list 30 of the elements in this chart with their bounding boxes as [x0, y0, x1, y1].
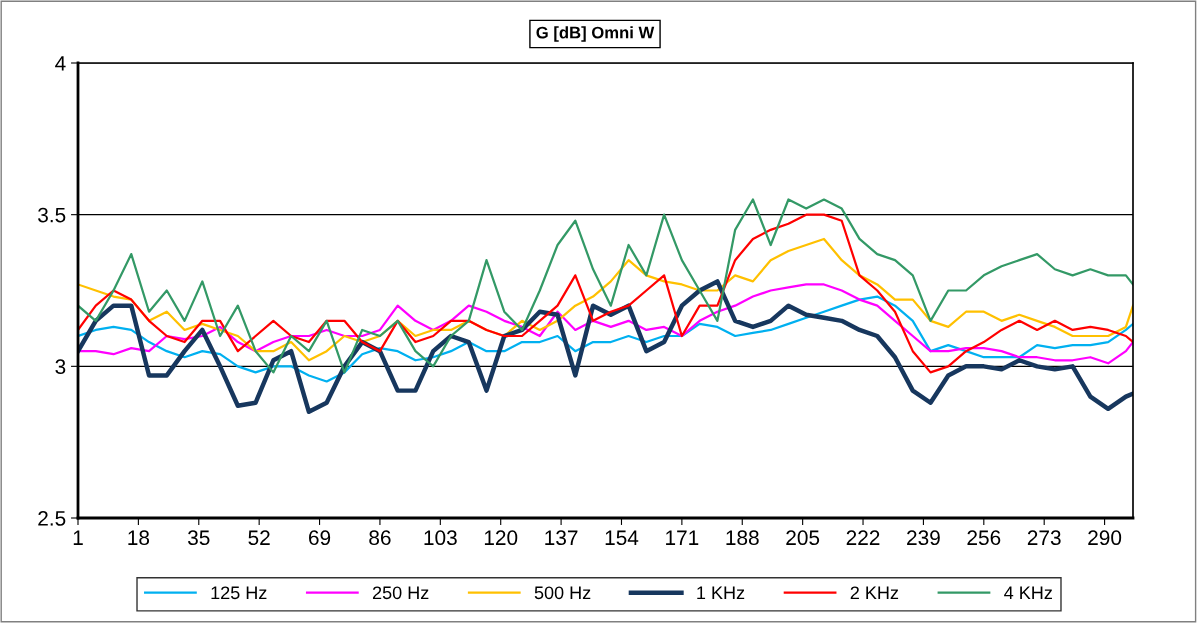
x-tick-label: 205 — [786, 530, 820, 546]
legend-label: 2 KHz — [850, 586, 899, 599]
x-tick-label: 222 — [846, 530, 880, 545]
x-tick-label: 18 — [128, 530, 150, 546]
legend-label: 125 Hz — [211, 586, 267, 600]
y-tick-label: 4 — [55, 56, 66, 71]
legend-label: 500 Hz — [534, 586, 591, 600]
x-tick-label: 273 — [1027, 530, 1061, 546]
chart-title: G [dB] Omni W — [536, 26, 655, 42]
x-tick-label: 69 — [309, 530, 331, 546]
x-tick-label: 290 — [1088, 530, 1122, 546]
y-tick-label: 3.5 — [38, 207, 66, 223]
x-tick-label: 1 — [73, 530, 83, 545]
x-tick-label: 86 — [369, 530, 391, 546]
x-tick-label: 154 — [605, 530, 639, 546]
x-tick-label: 52 — [248, 530, 270, 546]
x-tick-label: 188 — [726, 530, 759, 546]
legend-label: 1 KHz — [697, 586, 745, 599]
x-tick-label: 256 — [967, 530, 1001, 546]
line-series — [78, 237, 1133, 362]
x-tick-label: 137 — [545, 530, 578, 546]
legend-label: 250 Hz — [372, 586, 429, 600]
y-tick-label: 2.5 — [38, 511, 66, 526]
x-tick-label: 120 — [484, 530, 518, 546]
y-tick-label: 3 — [55, 359, 66, 375]
legend-label: 4 KHz — [1004, 586, 1052, 599]
x-tick-label: 35 — [187, 530, 210, 546]
x-tick-label: 103 — [424, 530, 457, 546]
x-tick-label: 171 — [666, 530, 699, 545]
x-tick-label: 239 — [907, 530, 940, 546]
